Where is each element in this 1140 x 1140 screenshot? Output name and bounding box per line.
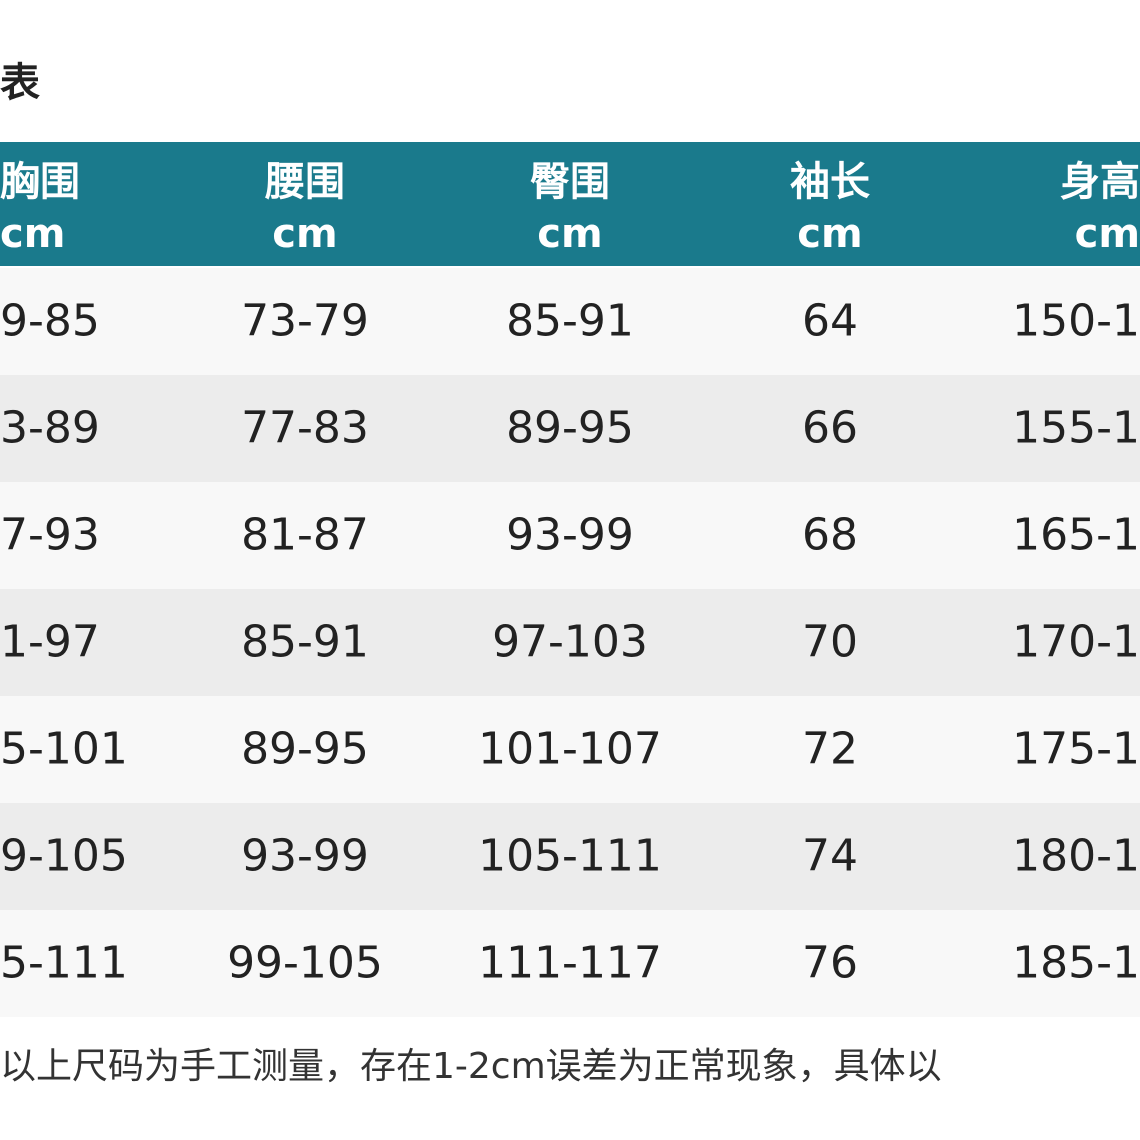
row-background xyxy=(0,482,1140,589)
column-name: 臀围 xyxy=(530,159,610,205)
column-unit: cm xyxy=(537,211,602,257)
column-name: 胸围 xyxy=(0,159,80,205)
cell: 99-105 xyxy=(227,938,383,989)
cell: 9-85 xyxy=(0,296,100,347)
cell: 97-103 xyxy=(492,617,648,668)
cell: 85-91 xyxy=(241,617,369,668)
row-background xyxy=(0,375,1140,482)
cell: 93-99 xyxy=(241,831,369,882)
header-band xyxy=(0,142,1140,266)
cell: 77-83 xyxy=(241,403,369,454)
row-background xyxy=(0,589,1140,696)
cell: 7-93 xyxy=(0,510,100,561)
cell: 1-97 xyxy=(0,617,100,668)
cell: 64 xyxy=(802,296,858,347)
column-name: 身高 xyxy=(1060,159,1140,205)
cell: 68 xyxy=(802,510,858,561)
cell: 74 xyxy=(802,831,858,882)
cell: 89-95 xyxy=(506,403,634,454)
cell: 76 xyxy=(802,938,858,989)
cell: 93-99 xyxy=(506,510,634,561)
row-background xyxy=(0,696,1140,803)
column-unit: cm xyxy=(1075,211,1140,257)
cell: 81-87 xyxy=(241,510,369,561)
cell: 73-79 xyxy=(241,296,369,347)
column-unit: cm xyxy=(797,211,862,257)
cell: 180-1 xyxy=(1012,831,1140,882)
cell: 5-111 xyxy=(0,938,128,989)
cell: 72 xyxy=(802,724,858,775)
cell: 111-117 xyxy=(478,938,662,989)
title: 表 xyxy=(0,60,40,106)
cell: 5-101 xyxy=(0,724,128,775)
cell: 66 xyxy=(802,403,858,454)
cell: 170-1 xyxy=(1012,617,1140,668)
column-name: 腰围 xyxy=(264,159,345,205)
cell: 89-95 xyxy=(241,724,369,775)
cell: 185-1 xyxy=(1012,938,1140,989)
cell: 165-1 xyxy=(1012,510,1140,561)
cell: 150-1 xyxy=(1012,296,1140,347)
column-unit: cm xyxy=(272,211,337,257)
cell: 101-107 xyxy=(478,724,662,775)
cell: 3-89 xyxy=(0,403,100,454)
row-background xyxy=(0,268,1140,375)
cell: 70 xyxy=(802,617,858,668)
cell: 105-111 xyxy=(478,831,662,882)
cell: 9-105 xyxy=(0,831,128,882)
row-background xyxy=(0,803,1140,910)
cell: 85-91 xyxy=(506,296,634,347)
row-background xyxy=(0,910,1140,1017)
column-unit: cm xyxy=(0,211,65,257)
column-name: 袖长 xyxy=(790,159,870,205)
footer-note: 以上尺码为手工测量，存在1-2cm误差为正常现象，具体以 xyxy=(0,1046,942,1087)
cell: 155-1 xyxy=(1012,403,1140,454)
cell: 175-1 xyxy=(1012,724,1140,775)
